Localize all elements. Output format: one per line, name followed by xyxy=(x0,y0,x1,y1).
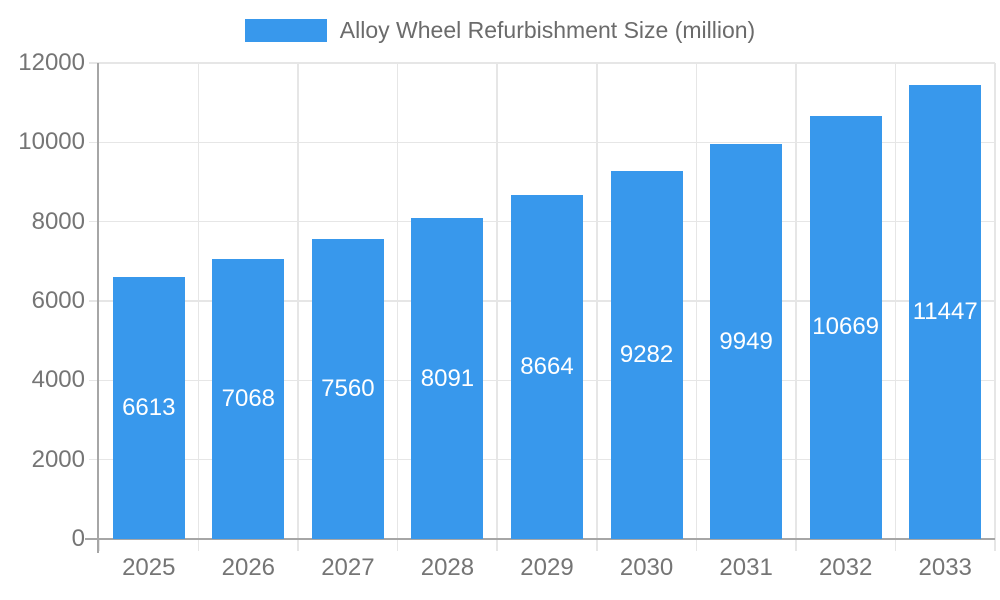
y-axis-line xyxy=(97,63,99,553)
y-tick xyxy=(89,62,99,64)
x-axis-line xyxy=(85,538,995,540)
bar-value-label: 7560 xyxy=(321,375,375,403)
bar-2029 xyxy=(511,195,583,539)
bar-value-label: 11447 xyxy=(912,297,978,325)
y-axis-label: 8000 xyxy=(31,207,85,235)
bar-value-label: 6613 xyxy=(122,393,176,421)
bar-2025 xyxy=(112,276,185,539)
x-tick xyxy=(98,539,100,551)
bar-value-label: 9949 xyxy=(719,327,773,355)
x-axis-label: 2033 xyxy=(918,554,972,581)
bar-2026 xyxy=(212,258,285,539)
x-gridline xyxy=(197,63,200,539)
y-gridline xyxy=(99,62,995,64)
y-tick xyxy=(89,300,99,302)
bar-value-label: 8091 xyxy=(420,364,475,392)
bar-2033 xyxy=(909,84,982,539)
y-tick xyxy=(89,220,99,223)
x-tick xyxy=(994,539,996,551)
x-axis-label: 2027 xyxy=(321,554,375,581)
legend-label: Alloy Wheel Refurbishment Size (million) xyxy=(339,16,756,43)
x-tick xyxy=(596,539,598,551)
bar-value-label: 7068 xyxy=(221,384,276,412)
y-axis-label: 10000 xyxy=(18,128,85,156)
bar-2031 xyxy=(710,144,783,539)
y-gridline xyxy=(99,141,995,144)
x-tick xyxy=(795,539,797,551)
x-axis-label: 2025 xyxy=(122,554,176,581)
x-axis-label: 2028 xyxy=(420,554,475,581)
bar-2028 xyxy=(411,218,484,539)
bar-value-label: 9282 xyxy=(619,340,674,368)
x-gridline xyxy=(695,63,698,539)
y-axis-label: 4000 xyxy=(31,366,85,394)
bar-2027 xyxy=(311,239,384,539)
x-gridline xyxy=(894,63,897,539)
y-axis-label: 0 xyxy=(71,525,85,552)
x-tick xyxy=(197,539,200,551)
x-gridline xyxy=(396,63,399,539)
bar-2032 xyxy=(809,115,882,539)
bar-value-label: 8664 xyxy=(520,353,574,381)
x-axis-label: 2026 xyxy=(221,554,276,581)
x-axis-label: 2031 xyxy=(719,554,773,581)
legend-item[interactable]: Alloy Wheel Refurbishment Size (million) xyxy=(244,16,756,44)
y-tick xyxy=(89,379,99,382)
x-gridline xyxy=(297,63,299,539)
x-tick xyxy=(297,539,299,551)
y-axis-label: 2000 xyxy=(31,445,85,473)
x-tick xyxy=(396,539,399,551)
legend-swatch-icon xyxy=(244,18,327,42)
y-tick xyxy=(89,141,99,144)
x-gridline xyxy=(994,63,996,539)
x-tick xyxy=(496,539,498,551)
x-axis-label: 2032 xyxy=(818,554,873,581)
x-tick xyxy=(894,539,897,551)
x-tick xyxy=(695,539,698,551)
bar-value-label: 10669 xyxy=(812,313,880,341)
y-tick xyxy=(89,458,99,461)
y-axis-label: 12000 xyxy=(18,49,85,76)
x-axis-label: 2030 xyxy=(619,554,674,581)
x-gridline xyxy=(795,63,797,539)
legend: Alloy Wheel Refurbishment Size (million) xyxy=(0,14,1000,46)
y-axis-label: 6000 xyxy=(31,287,85,314)
x-gridline xyxy=(496,63,498,539)
x-gridline xyxy=(596,63,598,539)
bar-2030 xyxy=(610,170,683,539)
x-axis-label: 2029 xyxy=(520,554,574,581)
